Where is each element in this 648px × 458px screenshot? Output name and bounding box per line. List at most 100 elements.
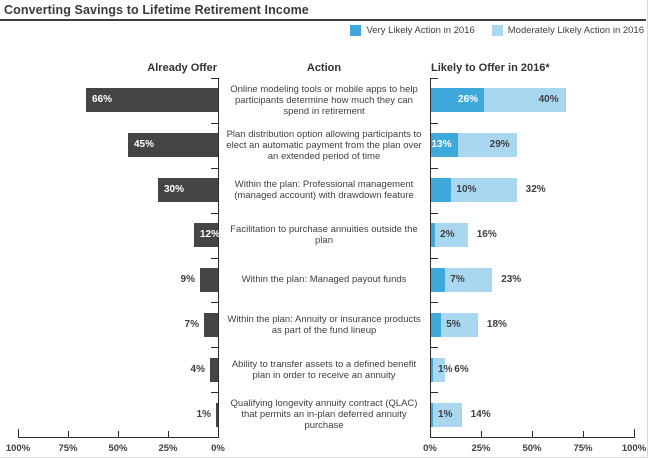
already-offer-value: 45% <box>134 139 155 150</box>
action-label: Ability to transfer assets to a defined … <box>231 358 417 381</box>
row-tick-right <box>430 213 438 214</box>
legend-label-moderately-likely: Moderately Likely Action in 2016 <box>507 25 644 36</box>
already-offer-bar <box>210 358 218 382</box>
very-likely-value: 2% <box>440 229 455 240</box>
left-axis-tick-label: 75% <box>58 443 78 454</box>
very-likely-value: 1% <box>438 364 453 375</box>
right-axis-tick <box>583 431 584 437</box>
moderately-likely-value: 40% <box>538 94 559 105</box>
very-likely-bar <box>431 223 436 247</box>
left-axis-tick <box>218 429 219 437</box>
right-axis-tick-label: 0% <box>423 443 437 454</box>
row-tick-right <box>430 392 438 393</box>
moderately-likely-value: 14% <box>470 409 491 420</box>
moderately-likely-bar <box>433 403 462 427</box>
already-offer-value: 66% <box>92 94 113 105</box>
title-rule <box>0 19 646 21</box>
very-likely-bar <box>431 358 434 382</box>
already-offer-bar <box>86 88 218 112</box>
moderately-likely-value: 18% <box>486 319 507 330</box>
very-likely-bar <box>431 178 452 202</box>
already-offer-bar <box>200 268 218 292</box>
action-label: Online modeling tools or mobile apps to … <box>230 83 418 117</box>
very-likely-value: 7% <box>450 274 465 285</box>
already-offer-value: 9% <box>180 274 195 285</box>
row-tick-left <box>211 302 219 303</box>
left-axis-tick-label: 25% <box>158 443 178 454</box>
row-tick-right <box>430 347 438 348</box>
action-label: Within the plan: Managed payout funds <box>241 274 407 286</box>
legend-item-moderately-likely: Moderately Likely Action in 2016 <box>491 25 644 36</box>
row-tick-left <box>211 123 219 124</box>
very-likely-bar <box>431 133 458 157</box>
left-axis-tick <box>18 429 19 437</box>
moderately-likely-bar <box>484 88 566 112</box>
legend-label-very-likely: Very Likely Action in 2016 <box>366 25 475 36</box>
legend: Very Likely Action in 2016 Moderately Li… <box>350 25 644 36</box>
already-offer-bar <box>216 403 218 427</box>
moderately-likely-value: 32% <box>525 184 546 195</box>
very-likely-value: 26% <box>458 94 479 105</box>
already-offer-value: 1% <box>196 409 211 420</box>
right-axis-tick <box>430 429 431 437</box>
very-likely-bar <box>431 313 442 337</box>
action-label: Qualifying longevity annuity contract (Q… <box>230 398 418 432</box>
right-axis-tick-label: 100% <box>621 443 647 454</box>
already-offer-bar <box>204 313 218 337</box>
row-tick-right <box>430 168 438 169</box>
right-axis-line <box>430 437 635 438</box>
left-axis-tick-label: 0% <box>211 443 225 454</box>
moderately-likely-value: 29% <box>489 139 510 150</box>
row-tick-left <box>211 392 219 393</box>
already-offer-value: 30% <box>164 184 185 195</box>
left-axis-tick-label: 50% <box>108 443 128 454</box>
action-column-right-border <box>430 78 431 437</box>
very-likely-value: 1% <box>438 409 453 420</box>
column-header-likely-to-offer: Likely to Offer in 2016* <box>431 62 550 74</box>
row-tick-left <box>211 213 219 214</box>
very-likely-bar <box>431 403 434 427</box>
left-axis-line <box>18 437 219 438</box>
action-column-left-border <box>218 78 219 437</box>
legend-item-very-likely: Very Likely Action in 2016 <box>350 25 475 36</box>
page-title: Converting Savings to Lifetime Retiremen… <box>4 3 309 17</box>
row-tick-right <box>430 78 438 79</box>
moderately-likely-value: 23% <box>501 274 522 285</box>
row-tick-left <box>211 168 219 169</box>
already-offer-value: 12% <box>200 229 221 240</box>
very-likely-value: 10% <box>456 184 477 195</box>
left-axis-tick <box>168 431 169 437</box>
row-tick-left <box>211 347 219 348</box>
already-offer-bar <box>194 223 218 247</box>
moderately-likely-value: 6% <box>454 364 469 375</box>
left-axis-tick-label: 100% <box>5 443 31 454</box>
already-offer-bar <box>128 133 218 157</box>
row-tick-right <box>430 258 438 259</box>
left-axis-tick <box>118 431 119 437</box>
column-header-already-offer: Already Offer <box>147 62 217 74</box>
row-tick-left <box>211 78 219 79</box>
action-label: Plan distribution option allowing partic… <box>226 128 422 162</box>
very-likely-swatch-icon <box>350 25 362 36</box>
already-offer-value: 4% <box>190 364 205 375</box>
row-tick-right <box>430 302 438 303</box>
already-offer-bar <box>158 178 218 202</box>
left-axis-tick <box>68 431 69 437</box>
right-axis-tick <box>634 429 635 437</box>
right-axis-tick-label: 75% <box>573 443 593 454</box>
very-likely-value: 13% <box>431 139 452 150</box>
action-label: Within the plan: Professional management… <box>234 179 414 202</box>
very-likely-bar <box>431 88 485 112</box>
moderately-likely-bar <box>451 178 517 202</box>
moderately-likely-value: 16% <box>476 229 497 240</box>
action-label: Within the plan: Annuity or insurance pr… <box>227 313 421 336</box>
right-axis-tick <box>481 431 482 437</box>
moderately-likely-bar <box>445 268 493 292</box>
action-label: Facilitation to purchase annuities outsi… <box>230 224 418 247</box>
column-header-action: Action <box>306 62 342 74</box>
right-axis-tick <box>532 431 533 437</box>
moderately-likely-swatch-icon <box>491 25 503 36</box>
row-tick-left <box>211 258 219 259</box>
